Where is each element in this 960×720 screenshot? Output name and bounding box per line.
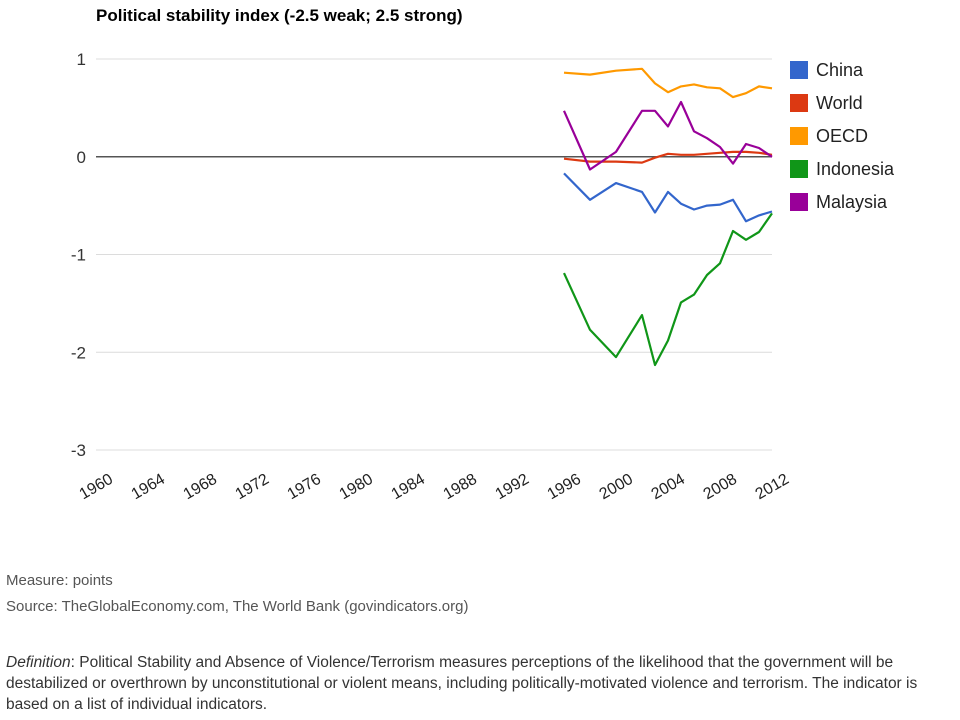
y-tick-label: -3 xyxy=(71,441,86,460)
y-tick-label: -2 xyxy=(71,343,86,362)
y-tick-label: -1 xyxy=(71,246,86,265)
x-tick-label: 2000 xyxy=(597,471,636,504)
x-tick-label: 2008 xyxy=(701,471,740,504)
legend-item-malaysia: Malaysia xyxy=(790,191,887,213)
x-tick-label: 1996 xyxy=(545,471,584,504)
legend-swatch xyxy=(790,94,808,112)
series-line-world xyxy=(563,150,773,164)
series-line-malaysia xyxy=(562,100,773,171)
x-tick-label: 1988 xyxy=(441,471,480,504)
measure-note: Measure: points xyxy=(6,572,113,589)
x-tick-label: 1964 xyxy=(129,471,168,504)
legend-item-indonesia: Indonesia xyxy=(790,158,894,180)
x-tick-label: 1968 xyxy=(181,471,220,504)
chart-title: Political stability index (-2.5 weak; 2.… xyxy=(96,6,463,25)
x-tick-label: 2012 xyxy=(753,471,792,504)
x-tick-label: 1972 xyxy=(233,471,272,504)
x-tick-label: 1976 xyxy=(285,471,324,504)
definition-label: Definition xyxy=(6,654,71,671)
legend-swatch xyxy=(790,61,808,79)
x-tick-label: 1992 xyxy=(493,471,532,504)
legend-item-oecd: OECD xyxy=(790,125,868,147)
legend-label: Malaysia xyxy=(816,191,888,212)
y-tick-label: 0 xyxy=(77,148,86,167)
y-tick-label: 1 xyxy=(77,50,86,69)
legend-swatch xyxy=(790,193,808,211)
series-line-indonesia xyxy=(563,212,773,367)
series-line-oecd xyxy=(563,67,773,99)
x-axis-ticks: 1960 1964 1968 1972 1976 1980 1984 1988 1992 1996… xyxy=(77,471,792,504)
legend-label: China xyxy=(816,59,864,80)
x-tick-label: 1960 xyxy=(77,471,116,504)
y-axis-ticks: 1 0 -1 -2 -3 xyxy=(71,50,86,460)
legend-swatch xyxy=(790,160,808,178)
x-tick-label: 1984 xyxy=(389,471,428,504)
line-chart: 1 0 -1 -2 -3 1960 1964 1968 1972 1976 1980 1984 198… xyxy=(71,50,792,504)
legend-label: Indonesia xyxy=(816,158,895,179)
legend-label: World xyxy=(816,92,863,113)
x-tick-label: 2004 xyxy=(649,471,688,504)
x-tick-label: 1980 xyxy=(337,471,376,504)
legend-item-world: World xyxy=(790,92,863,114)
series-lines xyxy=(562,67,773,367)
definition-note: Definition: Political Stability and Abse… xyxy=(6,652,956,715)
legend-label: OECD xyxy=(816,125,869,146)
legend-item-china: China xyxy=(790,59,863,81)
series-line-china xyxy=(563,172,773,223)
legend-swatch xyxy=(790,127,808,145)
definition-text: : Political Stability and Absence of Vio… xyxy=(6,654,918,713)
grid-layer xyxy=(96,58,772,451)
source-note: Source: TheGlobalEconomy.com, The World … xyxy=(6,598,469,615)
